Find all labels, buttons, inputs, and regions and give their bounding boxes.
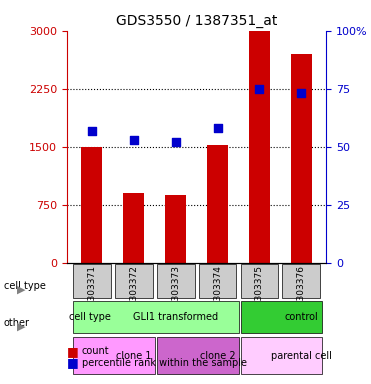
Text: ■: ■ [67, 345, 79, 358]
FancyBboxPatch shape [241, 301, 322, 333]
FancyBboxPatch shape [241, 337, 322, 374]
Text: ▶: ▶ [17, 285, 25, 295]
Text: parental cell: parental cell [271, 351, 332, 361]
Text: GLI1 transformed: GLI1 transformed [133, 312, 218, 322]
Text: percentile rank within the sample: percentile rank within the sample [82, 358, 247, 368]
FancyBboxPatch shape [73, 263, 111, 298]
Text: cell type: cell type [4, 281, 46, 291]
FancyBboxPatch shape [73, 301, 239, 333]
Text: ■: ■ [67, 356, 79, 369]
FancyBboxPatch shape [157, 263, 194, 298]
Point [256, 86, 262, 92]
Text: cell type: cell type [69, 312, 111, 322]
Point [214, 125, 220, 131]
Text: count: count [82, 346, 109, 356]
Text: clone 2: clone 2 [200, 351, 235, 361]
Text: GSM303372: GSM303372 [129, 265, 138, 319]
Point [131, 137, 137, 143]
Bar [123, 193, 144, 263]
Text: clone 1: clone 1 [116, 351, 151, 361]
Text: ▶: ▶ [17, 321, 25, 331]
FancyBboxPatch shape [199, 263, 236, 298]
FancyBboxPatch shape [157, 337, 239, 374]
FancyBboxPatch shape [282, 263, 320, 298]
Title: GDS3550 / 1387351_at: GDS3550 / 1387351_at [116, 14, 277, 28]
Text: control: control [285, 312, 318, 322]
Text: GSM303375: GSM303375 [255, 265, 264, 319]
FancyBboxPatch shape [115, 263, 152, 298]
Point [298, 90, 304, 96]
Text: GSM303371: GSM303371 [88, 265, 96, 319]
Text: GSM303376: GSM303376 [297, 265, 306, 319]
Bar [249, 31, 270, 263]
Bar [82, 147, 102, 263]
Text: other: other [4, 318, 30, 328]
Bar [207, 145, 228, 263]
Point [89, 127, 95, 134]
Text: GSM303373: GSM303373 [171, 265, 180, 319]
Bar [165, 195, 186, 263]
FancyBboxPatch shape [73, 337, 155, 374]
Bar [291, 54, 312, 263]
Text: GSM303374: GSM303374 [213, 265, 222, 319]
FancyBboxPatch shape [241, 263, 278, 298]
Point [173, 139, 179, 145]
